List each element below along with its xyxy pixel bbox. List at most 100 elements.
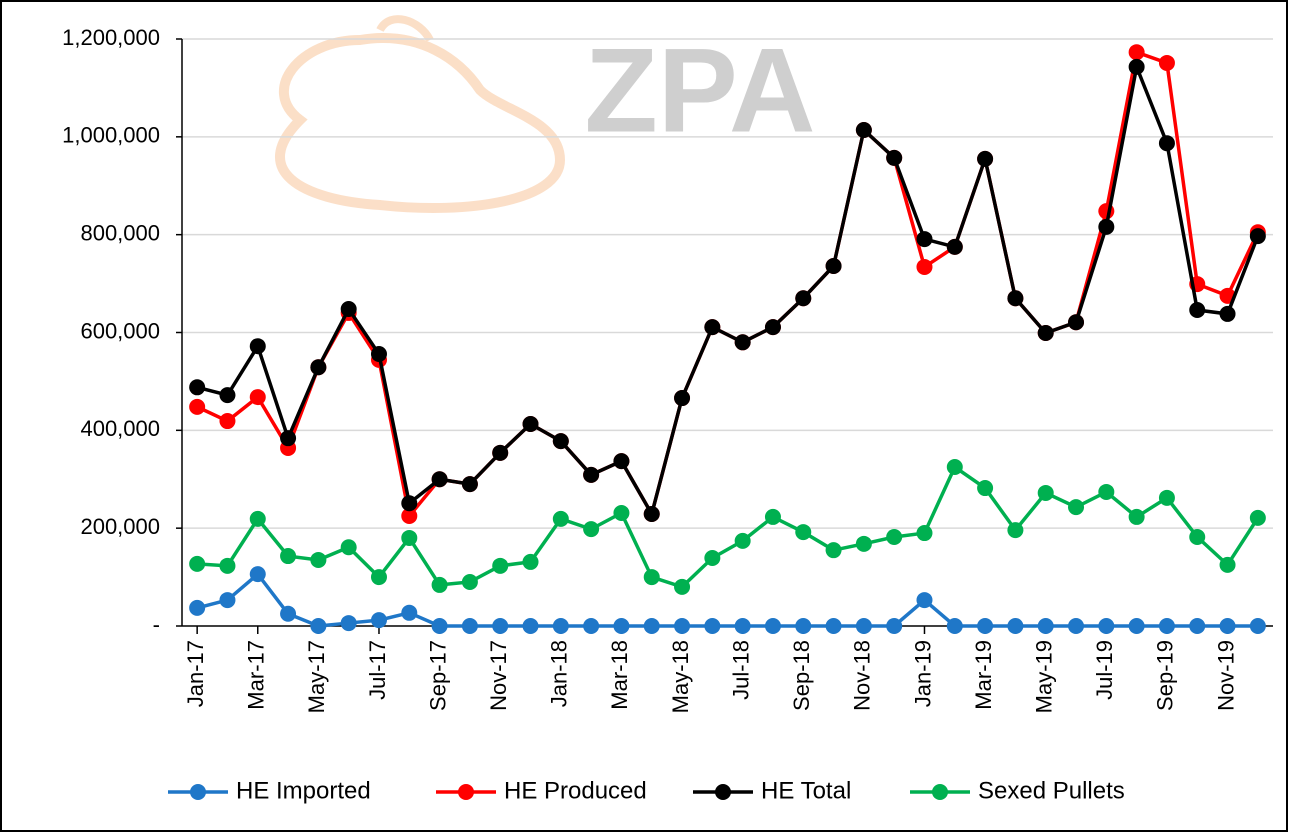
- data-point: [886, 618, 903, 634]
- data-point: [492, 618, 509, 634]
- data-point: [1219, 556, 1236, 573]
- x-tick-label: Sep-17: [425, 640, 450, 711]
- data-point: [249, 566, 266, 583]
- data-point: [764, 319, 781, 336]
- data-point: [946, 238, 963, 255]
- watermark: ZPA: [584, 24, 815, 158]
- data-point: [189, 398, 206, 415]
- legend-marker: [715, 784, 731, 800]
- data-point: [674, 578, 691, 595]
- data-point: [825, 257, 842, 274]
- x-tick-label: May-18: [668, 640, 693, 713]
- data-point: [916, 231, 933, 248]
- data-point: [219, 557, 236, 574]
- data-point: [310, 359, 327, 376]
- legend-label: Sexed Pullets: [978, 777, 1125, 804]
- legend-marker: [190, 784, 206, 800]
- data-point: [219, 387, 236, 404]
- data-point: [795, 618, 812, 634]
- x-tick-label: Jul-18: [728, 640, 753, 700]
- series-line: [196, 60, 1260, 519]
- x-tick-label: May-19: [1032, 640, 1057, 713]
- x-tick-label: Nov-18: [850, 640, 875, 711]
- data-point: [310, 618, 327, 634]
- data-point: [764, 618, 781, 634]
- x-tick-label: Jan-18: [547, 640, 572, 707]
- data-point: [552, 510, 569, 527]
- data-point: [1068, 314, 1085, 331]
- data-point: [280, 605, 297, 622]
- x-tick-label: Jul-17: [365, 640, 390, 700]
- data-point: [1128, 44, 1145, 61]
- data-point: [613, 505, 630, 522]
- data-point: [1189, 301, 1206, 318]
- data-point: [1219, 305, 1236, 322]
- data-point: [1068, 618, 1085, 634]
- data-point: [1249, 228, 1266, 245]
- data-point: [1098, 618, 1115, 634]
- data-point: [764, 508, 781, 525]
- data-point: [643, 618, 660, 634]
- data-point: [825, 542, 842, 559]
- data-point: [1068, 499, 1085, 516]
- legend-label: HE Imported: [236, 777, 371, 804]
- data-point: [855, 535, 872, 552]
- data-point: [431, 576, 448, 593]
- data-point: [704, 319, 721, 336]
- data-point: [219, 413, 236, 430]
- data-point: [583, 521, 600, 538]
- data-point: [340, 539, 357, 556]
- data-point: [855, 618, 872, 634]
- data-point: [1128, 618, 1145, 634]
- data-point: [370, 612, 387, 629]
- data-point: [401, 604, 418, 621]
- data-point: [370, 346, 387, 363]
- data-point: [1007, 618, 1024, 634]
- x-tick-label: Sep-19: [1153, 640, 1178, 711]
- x-tick-label: Jan-19: [910, 640, 935, 707]
- x-tick-label: Sep-18: [789, 640, 814, 711]
- x-tick-label: Jan-17: [183, 640, 208, 707]
- legend-marker: [932, 784, 948, 800]
- data-point: [825, 618, 842, 634]
- data-point: [189, 379, 206, 396]
- data-point: [674, 618, 691, 634]
- y-tick-label: 1,200,000: [62, 25, 160, 50]
- data-point: [1189, 618, 1206, 634]
- data-point: [643, 505, 660, 522]
- data-point: [401, 529, 418, 546]
- data-point: [522, 415, 539, 432]
- data-point: [1249, 618, 1266, 634]
- data-point: [401, 507, 418, 524]
- data-point: [886, 528, 903, 545]
- data-point: [280, 430, 297, 447]
- data-point: [1158, 618, 1175, 634]
- data-point: [340, 615, 357, 632]
- data-point: [1158, 489, 1175, 506]
- data-point: [613, 453, 630, 470]
- data-point: [1249, 509, 1266, 526]
- data-point: [280, 548, 297, 565]
- data-point: [1007, 290, 1024, 307]
- data-point: [795, 524, 812, 541]
- legend-label: HE Total: [761, 777, 851, 804]
- data-point: [643, 569, 660, 586]
- data-point: [461, 618, 478, 634]
- data-point: [552, 618, 569, 634]
- data-point: [886, 149, 903, 166]
- data-point: [734, 334, 751, 351]
- data-point: [1128, 508, 1145, 525]
- x-tick-label: Nov-17: [486, 640, 511, 711]
- data-point: [1098, 218, 1115, 235]
- y-tick-label: 400,000: [80, 416, 160, 441]
- x-tick-label: Jul-19: [1092, 640, 1117, 700]
- data-point: [1158, 54, 1175, 71]
- data-point: [855, 121, 872, 138]
- data-point: [1037, 618, 1054, 634]
- data-point: [704, 550, 721, 567]
- data-point: [492, 444, 509, 461]
- data-point: [734, 532, 751, 549]
- data-point: [704, 618, 721, 634]
- data-point: [916, 592, 933, 609]
